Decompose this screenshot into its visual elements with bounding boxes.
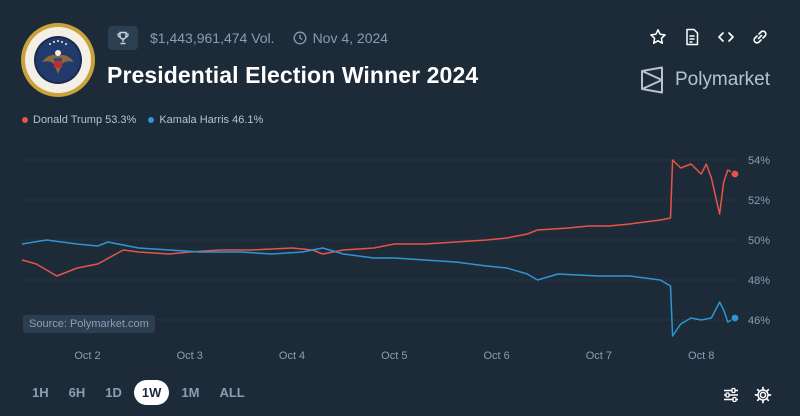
trophy-icon xyxy=(117,31,129,45)
y-tick-label: 46% xyxy=(748,315,770,327)
y-tick-label: 50% xyxy=(748,235,770,247)
series-end-point-donald-trump xyxy=(730,169,740,179)
legend-item-harris: Kamala Harris 46.1% xyxy=(148,114,263,126)
polymarket-logo-icon xyxy=(640,66,663,94)
x-tick-label: Oct 5 xyxy=(381,350,407,362)
source-label: Source: Polymarket.com xyxy=(23,315,155,333)
link-icon[interactable] xyxy=(750,27,770,47)
volume-text: $1,443,961,474 Vol. xyxy=(150,30,275,46)
x-tick-label: Oct 7 xyxy=(586,350,612,362)
polymarket-brand[interactable]: Polymarket xyxy=(639,66,770,94)
y-tick-label: 54% xyxy=(748,155,770,167)
x-tick-label: Oct 6 xyxy=(483,350,509,362)
range-1d[interactable]: 1D xyxy=(105,385,122,400)
x-tick-label: Oct 3 xyxy=(177,350,203,362)
x-tick-label: Oct 2 xyxy=(74,350,100,362)
x-tick-label: Oct 8 xyxy=(688,350,714,362)
legend-label-harris: Kamala Harris 46.1% xyxy=(159,114,264,126)
end-date: Nov 4, 2024 xyxy=(293,30,389,46)
series-line-kamala-harris xyxy=(21,239,736,337)
time-range-selector: 1H 6H 1D 1W 1M ALL xyxy=(24,380,253,405)
price-chart[interactable]: 54% 52% 50% 48% 46% Oct 2 Oct 3 Oct 4 Oct 5 Oct 6… xyxy=(0,140,800,372)
y-tick-label: 48% xyxy=(748,275,770,287)
sliders-icon[interactable] xyxy=(722,386,740,404)
brand-name: Polymarket xyxy=(674,69,770,90)
series-line-donald-trump xyxy=(21,159,736,277)
code-icon[interactable] xyxy=(716,27,736,47)
x-tick-label: Oct 4 xyxy=(279,350,305,362)
range-1h[interactable]: 1H xyxy=(32,385,49,400)
legend-item-trump: Donald Trump 53.3% xyxy=(22,114,136,126)
range-all[interactable]: ALL xyxy=(219,385,245,400)
legend-dot-trump xyxy=(22,117,28,123)
series-end-point-kamala-harris xyxy=(730,313,740,323)
range-1m[interactable]: 1M xyxy=(181,385,200,400)
gear-icon[interactable] xyxy=(754,386,772,404)
legend-dot-harris xyxy=(148,117,155,123)
range-1w[interactable]: 1W xyxy=(133,380,170,405)
action-icons xyxy=(648,27,770,47)
document-icon[interactable] xyxy=(682,27,702,47)
trophy-badge xyxy=(108,26,138,50)
y-tick-label: 52% xyxy=(748,195,770,207)
clock-icon xyxy=(293,31,307,45)
chart-legend: Donald Trump 53.3% Kamala Harris 46.1% xyxy=(22,114,263,126)
range-6h[interactable]: 6H xyxy=(68,385,86,400)
date-text: Nov 4, 2024 xyxy=(312,30,389,46)
page-title: Presidential Election Winner 2024 xyxy=(107,62,479,88)
presidential-seal-icon xyxy=(21,23,95,97)
chart-controls xyxy=(722,386,772,404)
star-icon[interactable] xyxy=(648,27,668,47)
legend-label-trump: Donald Trump 53.3% xyxy=(33,114,137,126)
